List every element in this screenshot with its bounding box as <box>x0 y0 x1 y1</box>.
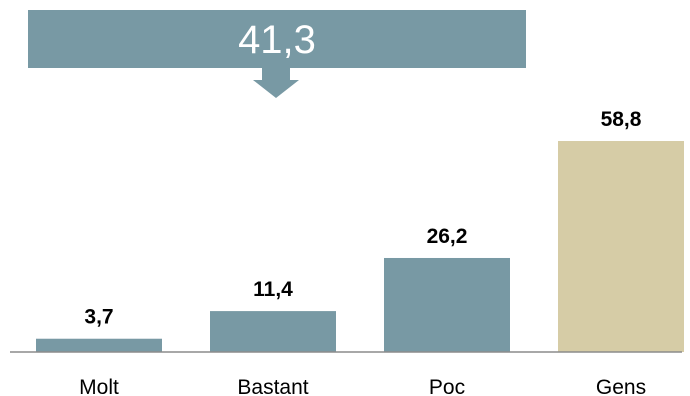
category-label-bastant: Bastant <box>237 376 308 396</box>
value-label-gens: 58,8 <box>601 108 642 131</box>
category-label-gens: Gens <box>596 376 646 396</box>
category-label-molt: Molt <box>79 376 119 396</box>
bar-poc <box>384 257 510 352</box>
value-label-bastant: 11,4 <box>253 278 293 301</box>
bar-bastant <box>210 311 336 352</box>
value-label-poc: 26,2 <box>427 225 468 248</box>
bar-molt <box>36 338 162 352</box>
value-label-molt: 3,7 <box>84 306 113 329</box>
value-labels: 3,7 11,4 26,2 58,8 <box>84 108 641 329</box>
callout-box <box>28 10 526 68</box>
category-labels: Molt Bastant Poc Gens <box>79 376 646 396</box>
callout-value: 41,3 <box>238 18 316 62</box>
bars <box>36 141 684 352</box>
category-label-poc: Poc <box>429 376 465 396</box>
callout-arrow <box>253 68 299 98</box>
callout-banner: 41,3 <box>28 10 526 98</box>
bar-gens <box>558 141 684 352</box>
